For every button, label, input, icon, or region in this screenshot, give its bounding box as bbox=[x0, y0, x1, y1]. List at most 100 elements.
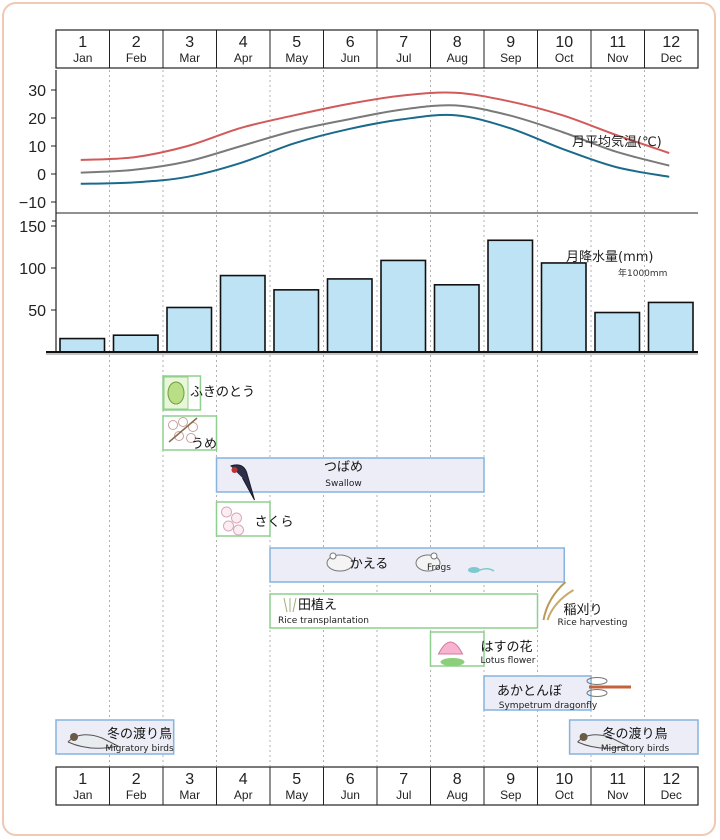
event-label-jp: ふきのとう bbox=[190, 385, 255, 400]
event-label-en: Swallow bbox=[325, 479, 361, 489]
event-label-en: Migratory birds bbox=[105, 744, 174, 754]
dragonfly-icon bbox=[586, 677, 631, 697]
temp-tick-label: 20 bbox=[28, 111, 46, 128]
rain-bar-1 bbox=[59, 337, 106, 353]
month-name: Jun bbox=[341, 788, 360, 802]
month-number: 3 bbox=[185, 34, 194, 51]
event-label-en: Lotus flower bbox=[481, 656, 536, 666]
month-number: 5 bbox=[292, 771, 301, 788]
month-number: 2 bbox=[132, 34, 141, 51]
rain-bar-10 bbox=[540, 262, 587, 353]
event-label-jp: かえる bbox=[350, 557, 389, 572]
rain-tick-label: 50 bbox=[28, 303, 46, 320]
event-label-jp: 稲刈り bbox=[564, 603, 603, 618]
cherry-blossom-icon bbox=[221, 506, 244, 536]
lotus-flower-icon bbox=[437, 641, 465, 666]
temp-tick-label: 30 bbox=[28, 83, 46, 100]
temperature-title: 月平均気温(℃) bbox=[572, 134, 662, 150]
event-label-jp: はすの花 bbox=[481, 639, 533, 655]
rain-tick-label: 100 bbox=[19, 261, 46, 278]
event-label-jp: 冬の渡り鳥 bbox=[107, 726, 172, 742]
butterbur-sprout-icon bbox=[163, 376, 189, 410]
month-number: 1 bbox=[78, 771, 87, 788]
event-bar-2 bbox=[215, 457, 485, 493]
precipitation-subtitle: 年1000mm bbox=[618, 267, 667, 279]
plum-blossom-icon bbox=[168, 417, 198, 443]
month-name: Jan bbox=[73, 51, 92, 65]
rice-seedling-icon bbox=[283, 597, 297, 613]
event-label-en: Rice transplantation bbox=[278, 616, 369, 626]
month-name: Apr bbox=[234, 51, 253, 65]
month-name: May bbox=[285, 51, 308, 65]
month-name: Nov bbox=[607, 788, 628, 802]
temp-tick-label: 0 bbox=[37, 167, 46, 184]
temp-tick-label: 10 bbox=[28, 139, 46, 156]
month-number: 4 bbox=[239, 771, 248, 788]
rain-bar-4 bbox=[219, 274, 266, 353]
event-label-jp: 田植え bbox=[298, 598, 337, 613]
month-number: 12 bbox=[662, 34, 680, 51]
temp-series-line-2 bbox=[80, 113, 670, 185]
month-name: Jun bbox=[341, 51, 360, 65]
month-number: 11 bbox=[609, 34, 626, 51]
rice-stalk-icon bbox=[542, 581, 575, 621]
rain-bar-12 bbox=[647, 301, 694, 353]
month-number: 11 bbox=[609, 771, 626, 788]
rain-bar-9 bbox=[487, 239, 534, 353]
month-number: 9 bbox=[506, 771, 515, 788]
rain-bar-5 bbox=[273, 289, 320, 353]
month-number: 9 bbox=[506, 34, 515, 51]
rain-bar-7 bbox=[380, 259, 427, 353]
month-name: Nov bbox=[607, 51, 628, 65]
month-number: 5 bbox=[292, 34, 301, 51]
rain-bar-11 bbox=[594, 311, 641, 353]
month-number: 6 bbox=[346, 771, 355, 788]
month-number: 4 bbox=[239, 34, 248, 51]
month-name: Dec bbox=[661, 788, 682, 802]
month-number: 1 bbox=[78, 34, 87, 51]
month-number: 12 bbox=[662, 771, 680, 788]
event-label-en: Frogs bbox=[427, 563, 451, 573]
frog-icon-2 bbox=[415, 552, 441, 572]
event-label-jp: 冬の渡り鳥 bbox=[602, 726, 667, 742]
month-number: 2 bbox=[132, 771, 141, 788]
month-number: 6 bbox=[346, 34, 355, 51]
temp-series-line-1 bbox=[80, 104, 670, 174]
month-name: Aug bbox=[447, 51, 468, 65]
event-label-en: Rice harvesting bbox=[558, 618, 628, 628]
month-name: Sep bbox=[500, 51, 522, 65]
month-name: Jan bbox=[73, 788, 92, 802]
temp-series-line-0 bbox=[80, 91, 670, 161]
event-label-en: Sympetrum dragonfly bbox=[499, 701, 598, 711]
temp-tick-label: −10 bbox=[19, 195, 46, 212]
month-name: May bbox=[285, 788, 308, 802]
month-number: 7 bbox=[399, 771, 408, 788]
month-name: Jul bbox=[396, 788, 411, 802]
pintail-duck-icon-1 bbox=[67, 733, 120, 749]
rain-bar-2 bbox=[112, 334, 159, 353]
tadpole-icon bbox=[468, 567, 495, 573]
month-name: Jul bbox=[396, 51, 411, 65]
event-label-jp: さくら bbox=[255, 515, 294, 530]
month-name: Aug bbox=[447, 788, 468, 802]
month-number: 8 bbox=[453, 771, 462, 788]
rain-bar-8 bbox=[433, 283, 480, 353]
event-bar-5 bbox=[269, 593, 539, 629]
month-number: 10 bbox=[555, 34, 573, 51]
month-name: Dec bbox=[661, 51, 682, 65]
event-label-jp: あかとんぼ bbox=[497, 684, 562, 699]
month-name: Mar bbox=[179, 788, 200, 802]
rain-bar-6 bbox=[326, 278, 373, 353]
month-number: 3 bbox=[185, 771, 194, 788]
rain-bar-3 bbox=[166, 306, 213, 353]
month-name: Oct bbox=[555, 51, 574, 65]
month-name: Mar bbox=[179, 51, 200, 65]
month-name: Oct bbox=[555, 788, 574, 802]
month-name: Feb bbox=[126, 788, 147, 802]
pintail-duck-icon-2 bbox=[577, 733, 630, 749]
event-label-jp: つばめ bbox=[324, 460, 363, 475]
swallow-icon bbox=[230, 464, 255, 501]
month-number: 8 bbox=[453, 34, 462, 51]
event-label-jp: うめ bbox=[191, 437, 217, 452]
